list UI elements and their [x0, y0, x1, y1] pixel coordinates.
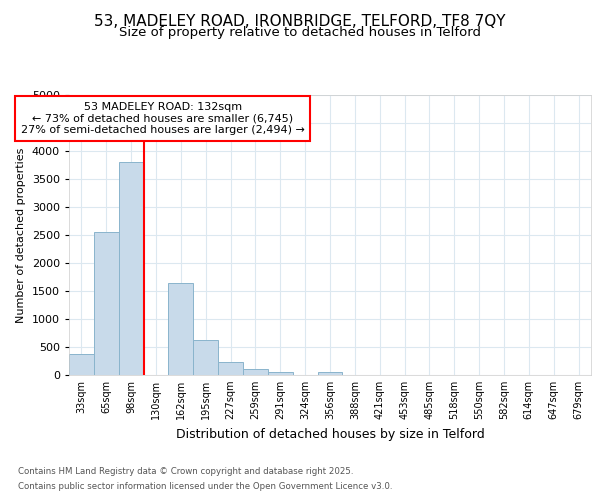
Y-axis label: Number of detached properties: Number of detached properties: [16, 148, 26, 322]
Bar: [268, 372, 293, 375]
Bar: [119, 162, 143, 375]
Bar: [69, 354, 94, 375]
Bar: [218, 362, 243, 375]
Bar: [94, 232, 119, 375]
Text: Contains HM Land Registry data © Crown copyright and database right 2025.: Contains HM Land Registry data © Crown c…: [18, 467, 353, 476]
Bar: [169, 282, 193, 375]
Bar: [317, 372, 343, 375]
Text: Size of property relative to detached houses in Telford: Size of property relative to detached ho…: [119, 26, 481, 39]
Bar: [243, 370, 268, 375]
Text: 53, MADELEY ROAD, IRONBRIDGE, TELFORD, TF8 7QY: 53, MADELEY ROAD, IRONBRIDGE, TELFORD, T…: [94, 14, 506, 29]
X-axis label: Distribution of detached houses by size in Telford: Distribution of detached houses by size …: [176, 428, 484, 440]
Text: Contains public sector information licensed under the Open Government Licence v3: Contains public sector information licen…: [18, 482, 392, 491]
Bar: [193, 340, 218, 375]
Text: 53 MADELEY ROAD: 132sqm
← 73% of detached houses are smaller (6,745)
27% of semi: 53 MADELEY ROAD: 132sqm ← 73% of detache…: [21, 102, 305, 135]
